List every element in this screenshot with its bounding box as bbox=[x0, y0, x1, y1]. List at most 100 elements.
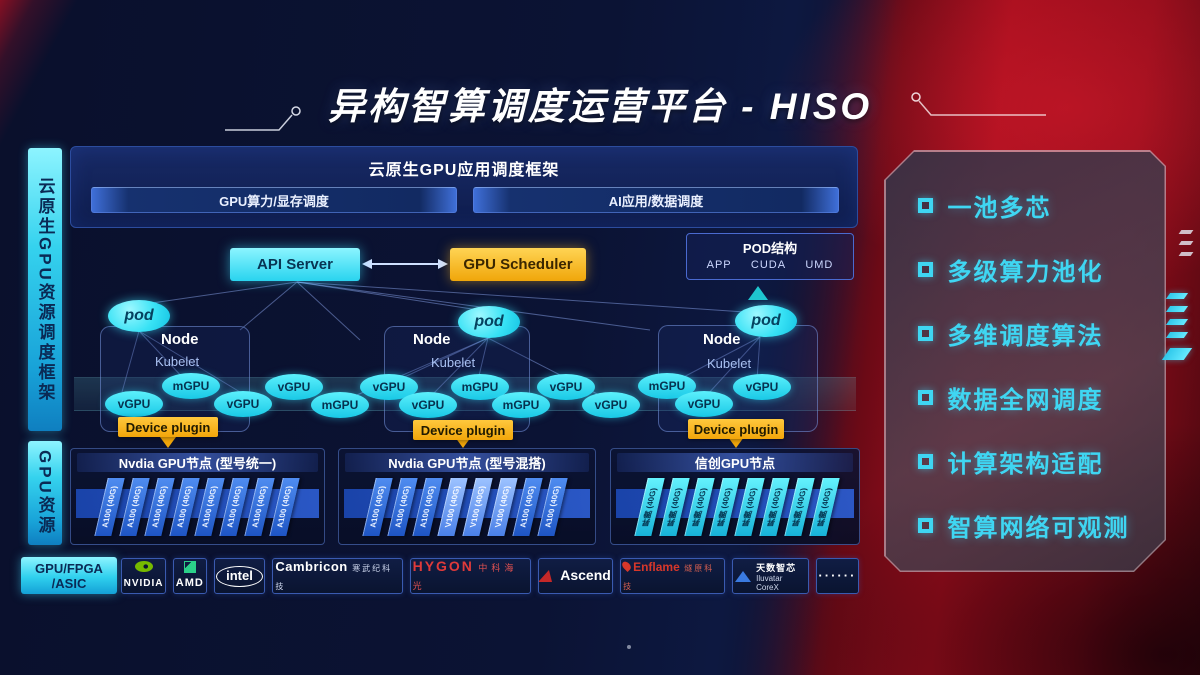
gpu-bubble: vGPU bbox=[399, 392, 457, 418]
gpu-node-group-mixed: Nvdia GPU节点 (型号混搭) A100 (40G) A100 (40G)… bbox=[338, 448, 596, 545]
vendor-mark-icon bbox=[735, 570, 752, 582]
gpu-bubble: mGPU bbox=[492, 392, 550, 418]
vendor-name: HYGON bbox=[412, 558, 474, 574]
hardware-label-line1: GPU/FPGA bbox=[35, 560, 103, 576]
gpu-compute-memory-scheduling-bar: GPU算力/显存调度 bbox=[91, 187, 457, 213]
feature-label: 计算架构适配 bbox=[947, 451, 1104, 478]
gpu-bubble: vGPU bbox=[214, 391, 272, 417]
nvidia-logo: NVIDIA bbox=[121, 558, 167, 594]
gpu-card-label: A100 (40G) bbox=[100, 486, 119, 528]
gpu-card-label: 昇腾 (40G) bbox=[715, 487, 734, 527]
square-bullet-icon bbox=[918, 518, 933, 533]
gpu-node-group-header: 信创GPU节点 bbox=[617, 453, 853, 472]
vendor-text: Enflame 燧原科技 bbox=[623, 559, 722, 593]
pod-ellipse-3: pod bbox=[735, 305, 797, 337]
pod-layer-label: CUDA bbox=[750, 259, 787, 271]
page-title: 异构智算调度运营平台 - HISO bbox=[327, 86, 873, 127]
square-bullet-icon bbox=[918, 390, 933, 405]
vendor-subname: 中科海光 bbox=[412, 563, 518, 591]
app-framework-title: 云原生GPU应用调度框架 bbox=[368, 162, 560, 179]
gpu-card-label: A100 (40G) bbox=[200, 486, 219, 528]
device-plugin-box-2: Device plugin bbox=[413, 420, 513, 440]
feature-item: 智算网络可观测 bbox=[918, 512, 1165, 540]
amd-logo: AMD bbox=[173, 558, 207, 594]
vendor-name: Ascend bbox=[560, 567, 611, 583]
kubelet-label: Kubelet bbox=[431, 355, 476, 370]
gpu-bubble: mGPU bbox=[638, 373, 696, 399]
vendor-name: intel bbox=[216, 566, 263, 587]
pod-structure-title: POD结构 bbox=[742, 241, 798, 256]
ai-app-data-scheduling-bar: AI应用/数据调度 bbox=[473, 187, 839, 213]
device-plugin-box-1: Device plugin bbox=[118, 417, 218, 437]
vendor-text: NVIDIA bbox=[124, 573, 164, 591]
gpu-card-label: A100 (40G) bbox=[393, 486, 412, 528]
vendor-mark-icon bbox=[183, 560, 196, 573]
gpu-card-label: A100 (40G) bbox=[125, 486, 144, 528]
gpu-card-label: 昇腾 (40G) bbox=[790, 487, 809, 527]
vendor-text: Cambricon 寒武纪科技 bbox=[275, 559, 399, 593]
slash-decoration-icon bbox=[1165, 306, 1189, 312]
vendor-name: AMD bbox=[175, 576, 204, 589]
kubelet-label: Kubelet bbox=[707, 356, 752, 371]
device-plugin-down-arrow-icon bbox=[160, 437, 176, 448]
vendor-subname: Iluvatar CoreX bbox=[756, 573, 783, 592]
gpu-card-label: 昇腾 (40G) bbox=[665, 487, 684, 527]
iluvatar-logo: 天数智芯 Iluvatar CoreX bbox=[732, 558, 809, 594]
feature-label: 智算网络可观测 bbox=[947, 515, 1130, 542]
feature-list: 一池多芯 多级算力池化 多维调度算法 数据全网调度 bbox=[886, 152, 1165, 571]
pod-structure-panel: POD结构 APP CUDA UMD bbox=[686, 233, 854, 280]
vendor-name: Cambricon bbox=[275, 559, 348, 574]
gpu-card-label: 昇腾 (40G) bbox=[815, 487, 834, 527]
gpu-card-label: A100 (40G) bbox=[250, 486, 269, 528]
rail-label: 云原生GPU资源调度框架 bbox=[35, 176, 55, 403]
vendor-name: Enflame bbox=[623, 560, 680, 574]
gpu-bubble: vGPU bbox=[537, 374, 595, 400]
feature-item: 数据全网调度 bbox=[918, 384, 1165, 412]
app-scheduling-framework-panel: 云原生GPU应用调度框架 GPU算力/显存调度 AI应用/数据调度 bbox=[70, 146, 858, 228]
gpu-card-label: A100 (40G) bbox=[275, 486, 294, 528]
kubelet-label: Kubelet bbox=[155, 354, 200, 369]
vendor-text: HYGON 中科海光 bbox=[412, 558, 528, 593]
rail-gpu-resource: GPU资源 bbox=[28, 441, 62, 545]
square-bullet-icon bbox=[918, 262, 933, 277]
gpu-card-label: V100 (40G) bbox=[443, 486, 462, 528]
feature-item: 多维调度算法 bbox=[918, 320, 1165, 348]
rail-label: GPU资源 bbox=[35, 450, 55, 536]
gpu-card-label: 昇腾 (40G) bbox=[740, 487, 759, 527]
vendor-subname: 燧原科技 bbox=[623, 564, 715, 591]
vendor-name: ······ bbox=[818, 568, 857, 583]
vendor-text: ······ bbox=[818, 567, 856, 585]
pod-layer-label: APP bbox=[706, 259, 732, 271]
feature-label: 多级算力池化 bbox=[947, 259, 1104, 286]
gpu-bubble: mGPU bbox=[162, 373, 220, 399]
node-label: Node bbox=[703, 331, 741, 348]
intel-logo: intel bbox=[213, 558, 266, 594]
node-label: Node bbox=[161, 331, 199, 348]
gpu-card-list: A100 (40G) A100 (40G) A100 (40G) V100 (4… bbox=[362, 476, 568, 538]
gpu-card-label: A100 (40G) bbox=[418, 486, 437, 528]
vendor-name: 天数智芯 bbox=[756, 562, 797, 573]
gpu-node-group-header: Nvdia GPU节点 (型号混搭) bbox=[345, 453, 589, 472]
vendor-logo-bar: NVIDIA AMD intel bbox=[121, 558, 860, 594]
dot-decoration-icon bbox=[627, 645, 631, 649]
node-label: Node bbox=[413, 331, 451, 348]
square-bullet-icon bbox=[918, 454, 933, 469]
pod-struct-up-arrow-icon bbox=[748, 286, 768, 300]
gpu-bubble: vGPU bbox=[733, 374, 791, 400]
hardware-label-line2: /ASIC bbox=[51, 575, 87, 591]
more-logo: ······ bbox=[815, 558, 860, 594]
gpu-card-label: 昇腾 (40G) bbox=[690, 487, 709, 527]
gpu-card-label: A100 (40G) bbox=[175, 486, 194, 528]
api-server-box: API Server bbox=[230, 248, 360, 281]
pod-ellipse-1: pod bbox=[108, 300, 170, 332]
gpu-bubble: vGPU bbox=[265, 374, 323, 400]
vendor-subname: 寒武纪科技 bbox=[275, 564, 393, 591]
feature-label: 数据全网调度 bbox=[947, 387, 1104, 414]
slash-decoration-icon bbox=[1178, 241, 1194, 245]
pod-structure-layers: APP CUDA UMD bbox=[687, 259, 853, 271]
pod-ellipse-2: pod bbox=[458, 306, 520, 338]
feature-label: 多维调度算法 bbox=[947, 323, 1104, 350]
feature-item: 多级算力池化 bbox=[918, 256, 1165, 284]
gpu-card-label: A100 (40G) bbox=[368, 486, 387, 528]
